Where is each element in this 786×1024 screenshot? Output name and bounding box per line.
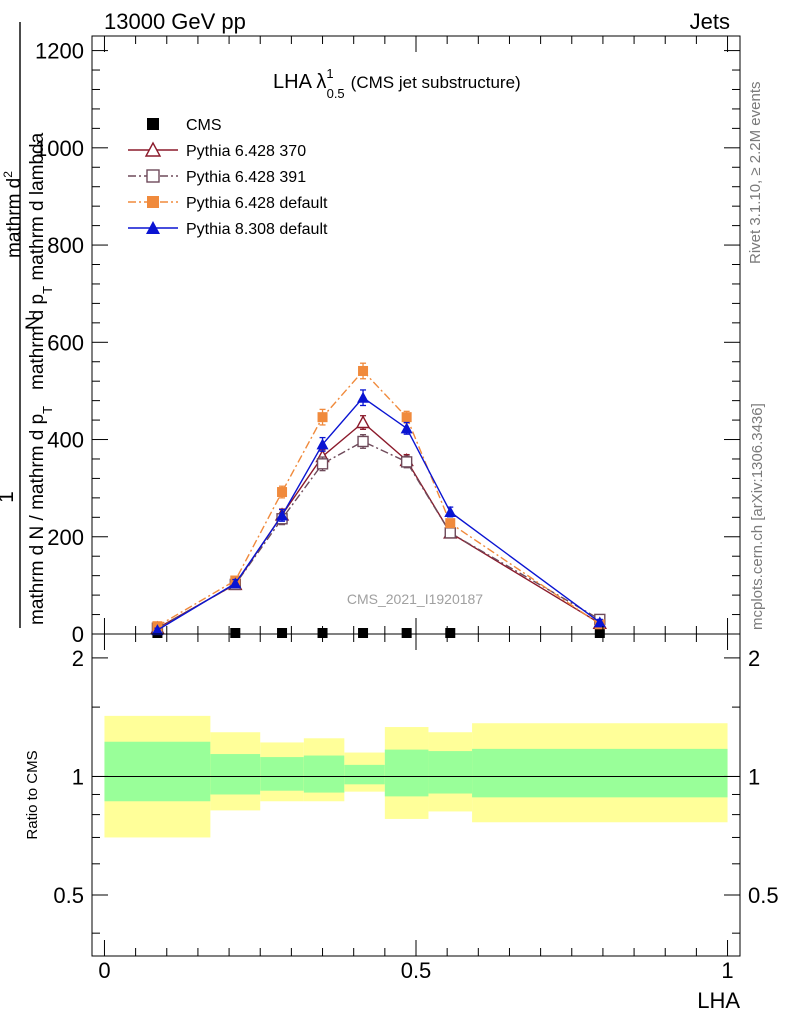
data-point [276,509,289,521]
header-right-label: Jets [690,9,730,34]
data-point [146,221,160,234]
data-point [400,422,413,434]
data-point [277,487,288,498]
y-tick-label: 1000 [35,136,84,161]
legend-label: Pythia 6.428 default [186,195,328,212]
data-point [401,628,412,638]
ratio-y-tick-label-left: 1 [72,764,84,789]
data-point [144,141,162,157]
y-tick-label: 200 [47,525,84,550]
y-tick-label: 400 [47,428,84,453]
series-line [157,440,601,629]
ratio-inner-band [344,764,385,785]
ratio-inner-band [260,757,304,791]
y-tick-label: 800 [47,233,84,258]
ratio-inner-band [472,748,728,798]
data-point [317,412,328,423]
data-point [445,628,456,638]
legend-label: Pythia 6.428 370 [186,143,306,160]
ratio-y-tick-label-right: 0.5 [748,883,779,908]
ratio-inner-band [210,754,261,795]
legend: CMS Pythia 6.428 370 Pythia 6.428 391 Pythi… [128,117,328,238]
legend-label: Pythia 6.428 391 [186,169,306,186]
rivet-version-label: Rivet 3.1.10, ≥ 2.2M events [747,82,764,265]
ratio-inner-band [303,755,345,793]
data-point [229,577,242,589]
ratio-y-tick-label-left: 2 [72,646,84,671]
ylabel-denom-bottom: mathrm d pT mathrm d lambda [27,132,55,390]
ratio-y-tick-label-left: 0.5 [53,883,84,908]
data-point [358,365,369,376]
y-tick-label: 1200 [35,39,84,64]
data-point [357,391,370,403]
ratio-y-tick-label-right: 1 [748,764,760,789]
ylabel-numer-mid: mathrm d2 [1,171,25,258]
ratio-inner-band [384,749,429,797]
series-line [157,396,601,631]
data-point [230,628,241,638]
ratio-ylabel: Ratio to CMS [24,750,41,839]
data-point [401,412,412,423]
data-point [357,435,369,448]
x-axis-label: LHA [697,988,740,1013]
data-point [445,518,456,529]
x-tick-label: 0 [98,958,110,983]
series-line [157,369,601,627]
analysis-watermark: CMS_2021_I1920187 [347,591,483,607]
data-point [593,616,606,628]
series-4 [151,389,606,636]
data-point [400,456,413,468]
ratio-y-tick-label-right: 2 [748,646,760,671]
data-point [358,628,369,638]
data-point [147,118,159,130]
ratio-inner-band [428,751,473,794]
data-point [277,628,288,638]
legend-label: Pythia 8.308 default [186,221,328,238]
plot-title: LHA λ1 0.5(CMS jet substructure) [273,66,521,101]
series-0 [152,628,605,638]
main-panel: 0 200 400 600 800 1000 1200 LHA λ1 0.5(CMS jet … [0,22,741,647]
x-tick-label: 1 [721,958,733,983]
main-ylabel: 1 mathrm d N / mathrm d pT N mathrm d2 m… [0,22,55,628]
data-point [316,458,329,470]
data-point [444,527,456,539]
data-point [316,438,329,450]
mcplots-source-label: mcplots.cern.ch [arXiv:1306.3436] [749,403,766,630]
ylabel-numer-bottom: N [23,316,44,330]
ratio-inner-band [104,741,211,802]
data-point [444,505,457,517]
data-point [355,415,371,429]
y-tick-label: 600 [47,330,84,355]
data-point [147,196,159,208]
data-point [594,628,605,638]
data-point [146,169,160,183]
header-left-label: 13000 GeV pp [104,9,246,34]
data-point [151,624,164,636]
ylabel-numer-top: 1 [0,491,18,503]
x-tick-label: 0.5 [401,958,432,983]
y-tick-label: 0 [72,622,84,647]
ratio-panel: 0.5 0.5 1 1 2 2 0 0.5 1 Ratio to CMS LHA [24,633,779,1013]
ylabel-denom-top: mathrm d N / mathrm d pT [27,406,55,625]
legend-label: CMS [186,117,222,134]
